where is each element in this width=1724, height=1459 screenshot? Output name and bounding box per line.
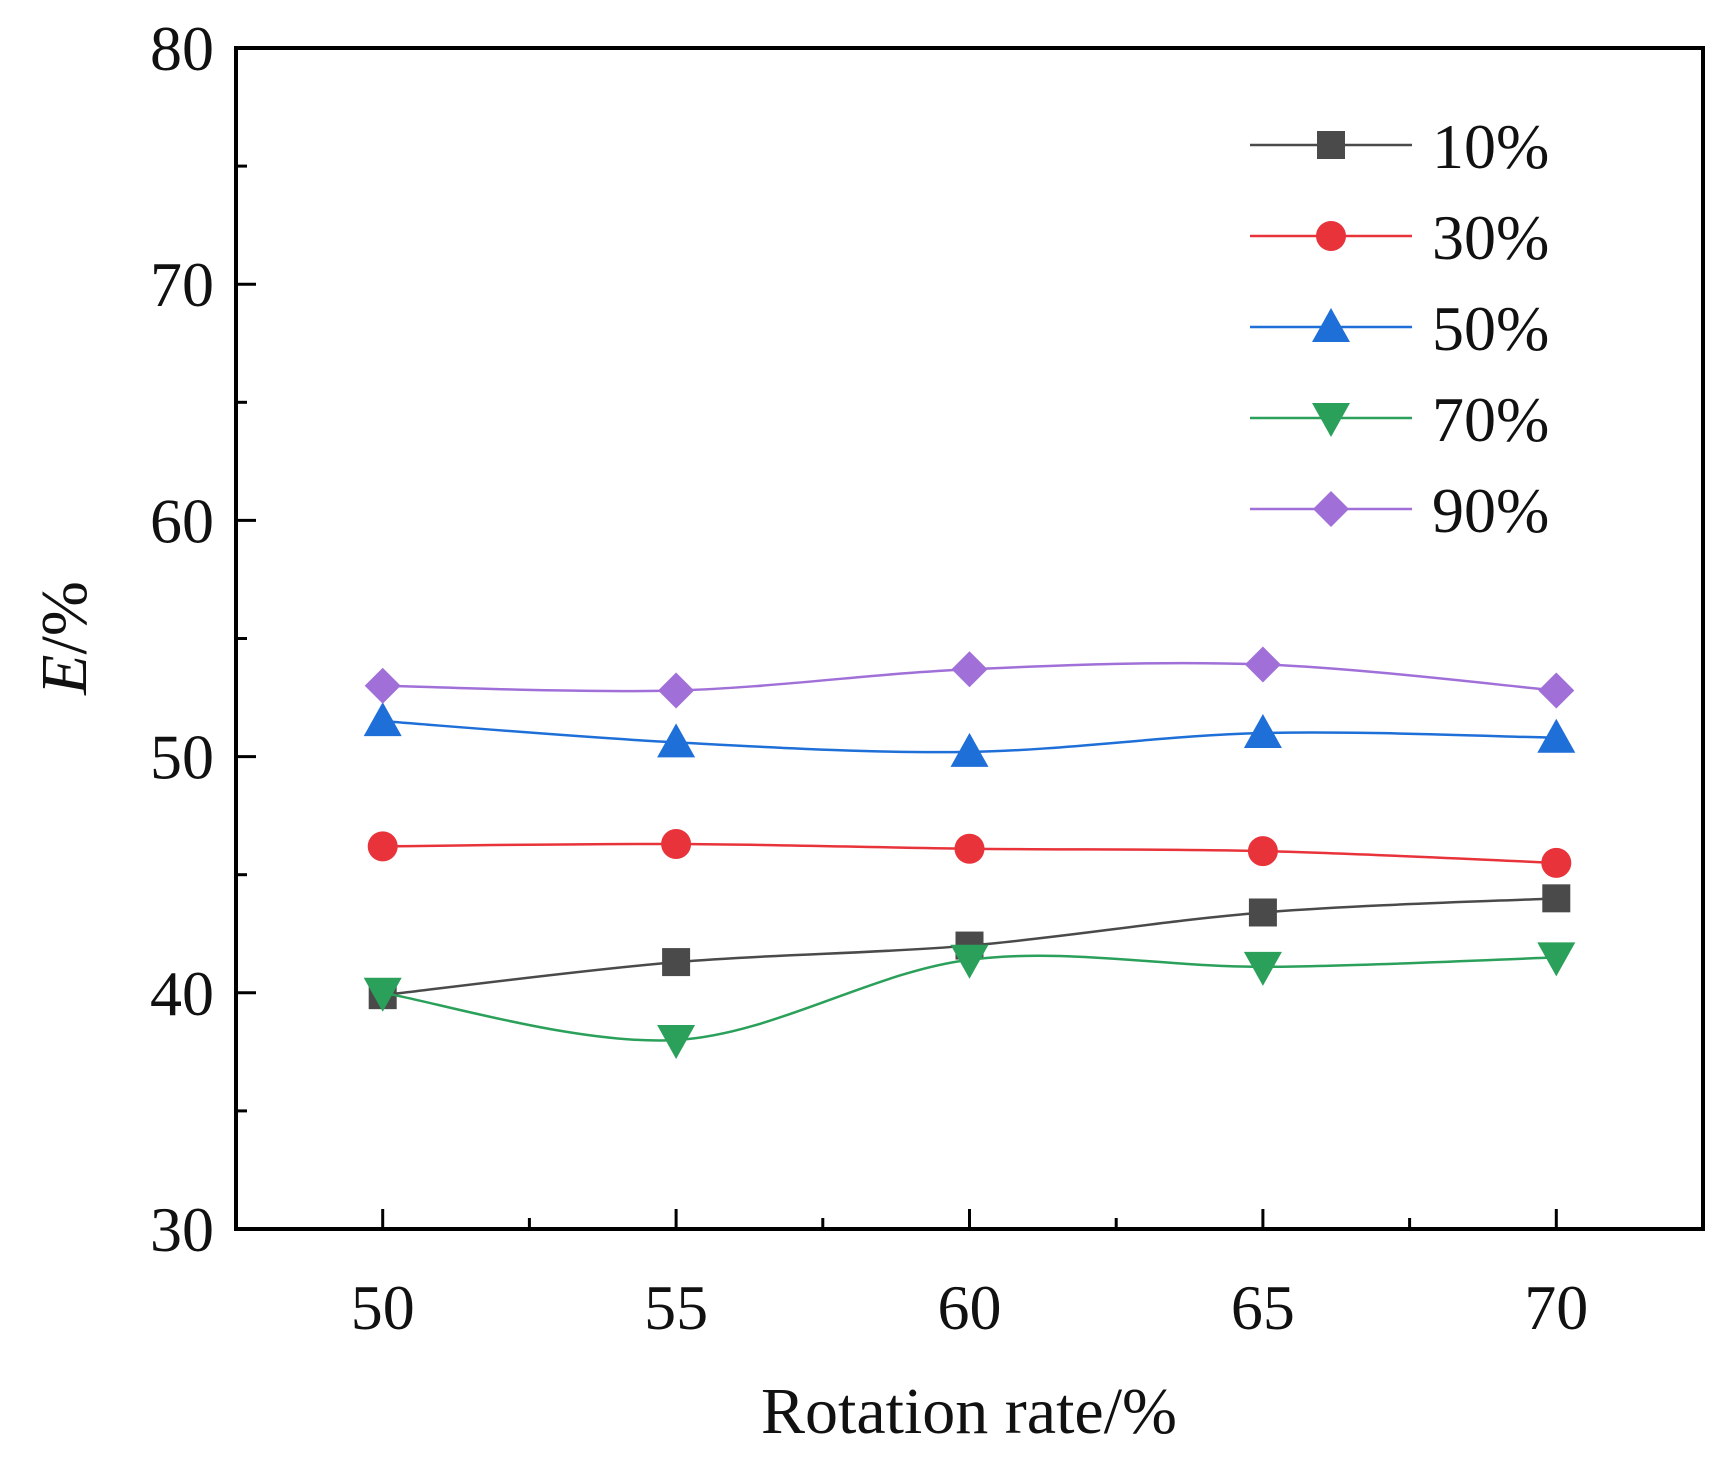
legend-label: 50% <box>1432 293 1549 364</box>
legend-item: 90% <box>1250 475 1549 546</box>
x-tick-label: 70 <box>1524 1272 1588 1343</box>
data-point <box>662 948 691 977</box>
data-point <box>657 723 696 758</box>
y-tick-label: 50 <box>150 722 214 793</box>
data-point <box>1243 951 1282 986</box>
data-point <box>1247 836 1278 867</box>
legend-marker <box>1316 221 1346 251</box>
y-tick-label: 80 <box>150 13 214 84</box>
data-point <box>954 833 985 864</box>
series-90pct <box>364 646 1575 709</box>
series-30pct <box>367 828 1572 878</box>
data-point <box>1244 646 1281 683</box>
data-point <box>1537 718 1576 753</box>
data-point <box>950 732 989 767</box>
data-point <box>661 828 692 859</box>
data-point <box>1541 847 1572 878</box>
y-tick-label: 60 <box>150 485 214 556</box>
x-tick-label: 55 <box>644 1272 708 1343</box>
y-tick-label: 30 <box>150 1194 214 1265</box>
axis-layer: 50 55 60 65 70 30 40 50 60 70 80 <box>150 13 1588 1343</box>
data-point <box>363 977 402 1012</box>
legend-label: 10% <box>1432 111 1549 182</box>
y-axis-title: E/% <box>28 581 101 696</box>
series-70pct <box>363 942 1576 1060</box>
x-tick-label: 60 <box>938 1272 1002 1343</box>
y-axis-title-unit: /% <box>28 581 101 654</box>
legend: 10% 30% 50% 70% 90% <box>1250 111 1549 546</box>
y-tick-label: 40 <box>150 958 214 1029</box>
data-point <box>1537 942 1576 977</box>
data-point <box>658 672 695 709</box>
data-point <box>951 651 988 688</box>
y-axis-title-italic: E <box>28 655 101 696</box>
data-point <box>364 667 401 704</box>
data-point <box>950 944 989 979</box>
legend-marker <box>1312 308 1350 342</box>
data-point <box>1538 672 1575 709</box>
data-point <box>1248 898 1277 927</box>
x-tick-label: 65 <box>1231 1272 1295 1343</box>
legend-label: 30% <box>1432 202 1549 273</box>
data-point <box>363 702 402 737</box>
x-axis-title: Rotation rate/% <box>761 1375 1177 1448</box>
legend-item: 30% <box>1250 202 1549 273</box>
x-tick-label: 50 <box>351 1272 415 1343</box>
legend-label: 70% <box>1432 384 1549 455</box>
legend-marker <box>1312 403 1350 437</box>
legend-label: 90% <box>1432 475 1549 546</box>
series-layer <box>363 646 1576 1060</box>
legend-marker <box>1313 491 1349 527</box>
data-point <box>657 1025 696 1060</box>
legend-item: 70% <box>1250 384 1549 455</box>
data-point <box>1243 713 1282 748</box>
data-point <box>1542 884 1571 913</box>
y-tick-label: 70 <box>150 249 214 320</box>
data-point <box>367 831 398 862</box>
legend-item: 50% <box>1250 293 1549 364</box>
legend-item: 10% <box>1250 111 1549 182</box>
series-50pct <box>363 702 1576 767</box>
legend-marker <box>1317 131 1345 159</box>
